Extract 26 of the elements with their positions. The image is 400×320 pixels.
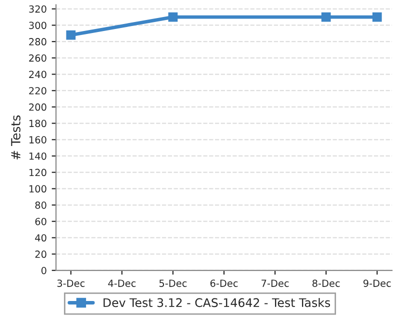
x-tick-label: 9-Dec (363, 280, 391, 287)
y-tick-label: 200 (29, 103, 46, 111)
x-tick-label: 8-Dec (312, 280, 340, 287)
x-tick-label: 7-Dec (262, 280, 289, 287)
x-tick-label: 4-Dec (108, 280, 136, 287)
y-tick-label: 140 (29, 152, 46, 160)
x-tick-label: 3-Dec (57, 280, 85, 287)
y-tick-label: 260 (29, 54, 46, 62)
y-tick-label: 320 (29, 5, 46, 13)
y-tick-label: 100 (29, 185, 46, 193)
y-tick-label: 220 (29, 87, 46, 94)
y-tick-label: 240 (29, 70, 46, 78)
y-tick-label: 160 (29, 136, 46, 144)
x-tick-label: 6-Dec (210, 280, 238, 287)
y-tick-label: 60 (35, 218, 46, 226)
y-tick-label: 40 (35, 234, 46, 242)
y-tick-label: 80 (35, 202, 46, 209)
y-tick-label: 280 (29, 38, 46, 46)
x-tick-label: 5-Dec (159, 280, 187, 287)
legend-label: Dev Test 3.12 - CAS-14642 - Test Tasks (104, 298, 330, 308)
y-tick-label: 0 (41, 266, 46, 274)
y-tick-label: 300 (29, 22, 46, 30)
y-tick-label: 180 (29, 120, 46, 128)
y-tick-label: 120 (29, 168, 46, 176)
y-axis-title: # Tests (11, 115, 20, 160)
y-tick-label: 20 (35, 250, 46, 258)
